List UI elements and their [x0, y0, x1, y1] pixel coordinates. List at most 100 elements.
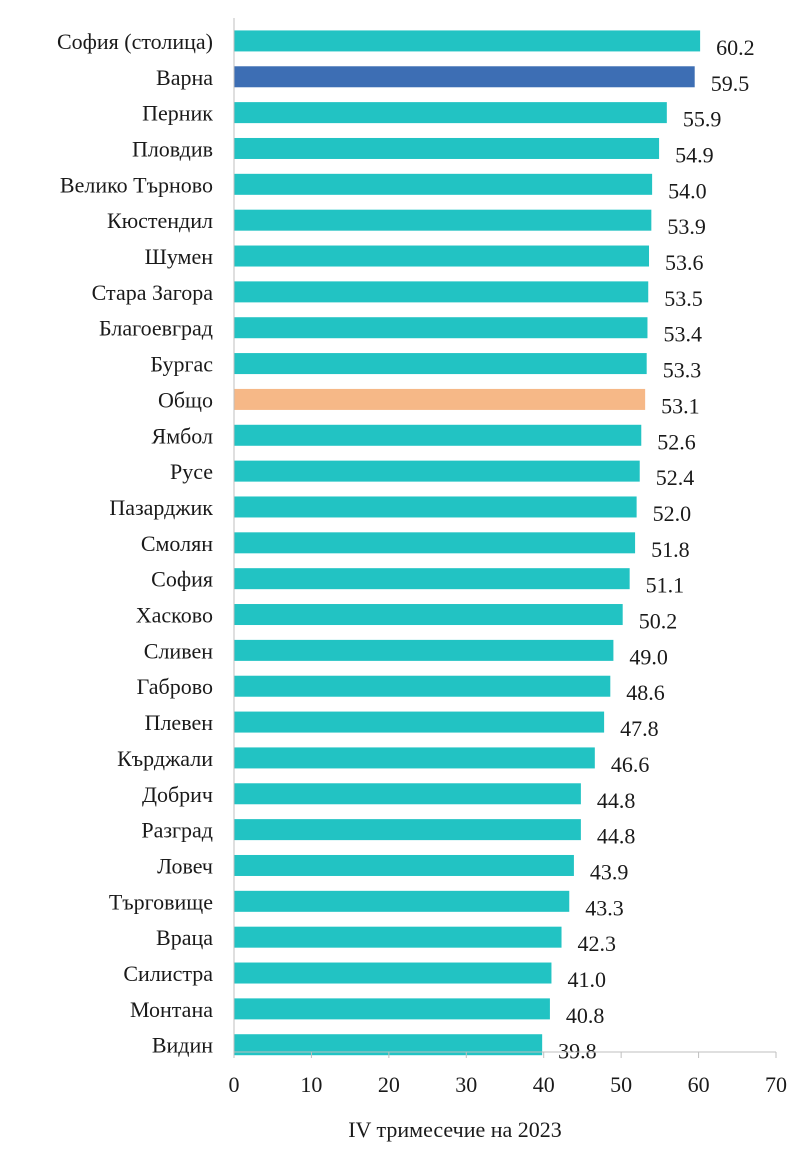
category-label: Ямбол: [152, 423, 213, 448]
category-label: Габрово: [137, 674, 213, 699]
x-tick-label: 60: [688, 1072, 710, 1097]
bars-group: [234, 30, 701, 1056]
category-label: Перник: [142, 101, 213, 126]
x-tick-label: 0: [229, 1072, 240, 1097]
bar: [234, 926, 562, 948]
category-label: Общо: [158, 387, 213, 412]
x-tick-label: 70: [765, 1072, 787, 1097]
bar: [234, 245, 650, 267]
bar: [234, 532, 636, 554]
bar: [234, 639, 614, 661]
bar: [234, 281, 649, 303]
category-labels-group: София (столица) Варна Перник Пловдив Велико …: [57, 29, 213, 1058]
value-label: 53.3: [663, 358, 702, 383]
value-label: 43.9: [590, 859, 629, 884]
value-label: 53.1: [661, 393, 700, 418]
category-label: Кърджали: [117, 746, 213, 771]
value-label: 49.0: [629, 644, 668, 669]
category-label: Хасково: [136, 603, 213, 628]
category-label: Монтана: [130, 997, 213, 1022]
bar: [234, 1034, 543, 1056]
value-label: 47.8: [620, 716, 659, 741]
category-label: София (столица): [57, 29, 213, 54]
category-label: Ловеч: [157, 853, 213, 878]
category-label: Сливен: [144, 638, 213, 663]
category-label: Кюстендил: [107, 208, 213, 233]
value-label: 52.6: [657, 429, 696, 454]
category-label: Разград: [141, 818, 213, 843]
category-label: Русе: [170, 459, 213, 484]
value-label: 44.8: [597, 788, 636, 813]
value-label: 60.2: [716, 35, 755, 60]
x-tick-label: 50: [610, 1072, 632, 1097]
value-label: 46.6: [611, 752, 650, 777]
category-label: Враца: [156, 925, 213, 950]
bar: [234, 102, 667, 124]
bar: [234, 962, 552, 984]
value-label: 53.9: [667, 214, 706, 239]
bar: [234, 353, 647, 375]
bar: [234, 783, 581, 805]
category-label: Варна: [156, 65, 213, 90]
value-label: 43.3: [585, 895, 624, 920]
category-label: Бургас: [150, 352, 213, 377]
value-label: 53.4: [663, 322, 702, 347]
category-label: Стара Загора: [92, 280, 214, 305]
bar: [234, 209, 652, 231]
bar: [234, 890, 570, 912]
bar: [234, 137, 660, 159]
bar: [234, 388, 646, 410]
bar: [234, 819, 581, 841]
bar: [234, 496, 637, 518]
bar: [234, 460, 640, 482]
category-label: Пазарджик: [109, 495, 213, 520]
category-label: Плевен: [145, 710, 214, 735]
bar: [234, 66, 695, 88]
value-label: 44.8: [597, 824, 636, 849]
bar: [234, 317, 648, 339]
value-label: 53.5: [664, 286, 703, 311]
value-label: 40.8: [566, 1003, 605, 1028]
value-label: 50.2: [639, 609, 678, 634]
bar: [234, 604, 623, 626]
bar: [234, 173, 653, 195]
bar: [234, 711, 605, 733]
bar: [234, 747, 595, 769]
value-labels-group: 60.2 59.5 55.9 54.9 54.0 53.9 53.6 53.5 53.4 53.3…: [558, 35, 754, 1064]
x-tick-label: 40: [533, 1072, 555, 1097]
bar: [234, 568, 630, 590]
x-ticks-group: 0 10 20 30 40 50 60 70: [229, 1052, 787, 1097]
value-label: 39.8: [558, 1039, 597, 1064]
category-label: София: [151, 567, 213, 592]
bar: [234, 675, 611, 697]
category-label: Пловдив: [132, 136, 213, 161]
x-axis-title: IV тримесечие на 2023: [348, 1117, 562, 1142]
value-label: 54.0: [668, 178, 707, 203]
category-label: Добрич: [142, 782, 213, 807]
value-label: 54.9: [675, 142, 714, 167]
bar: [234, 424, 642, 446]
category-label: Видин: [152, 1033, 213, 1058]
x-tick-label: 30: [455, 1072, 477, 1097]
value-label: 51.8: [651, 537, 690, 562]
bar: [234, 30, 701, 52]
value-label: 48.6: [626, 680, 665, 705]
value-label: 41.0: [567, 967, 606, 992]
category-label: Велико Търново: [60, 172, 213, 197]
value-label: 42.3: [578, 931, 617, 956]
value-label: 59.5: [711, 71, 750, 96]
category-label: Шумен: [145, 244, 214, 269]
bar: [234, 854, 574, 876]
category-label: Благоевград: [99, 316, 213, 341]
value-label: 52.0: [653, 501, 692, 526]
x-tick-label: 10: [300, 1072, 322, 1097]
x-tick-label: 20: [378, 1072, 400, 1097]
category-label: Силистра: [123, 961, 213, 986]
value-label: 52.4: [656, 465, 695, 490]
value-label: 55.9: [683, 107, 722, 132]
value-label: 53.6: [665, 250, 704, 275]
bar: [234, 998, 550, 1020]
value-label: 51.1: [646, 573, 685, 598]
category-label: Търговище: [109, 889, 213, 914]
